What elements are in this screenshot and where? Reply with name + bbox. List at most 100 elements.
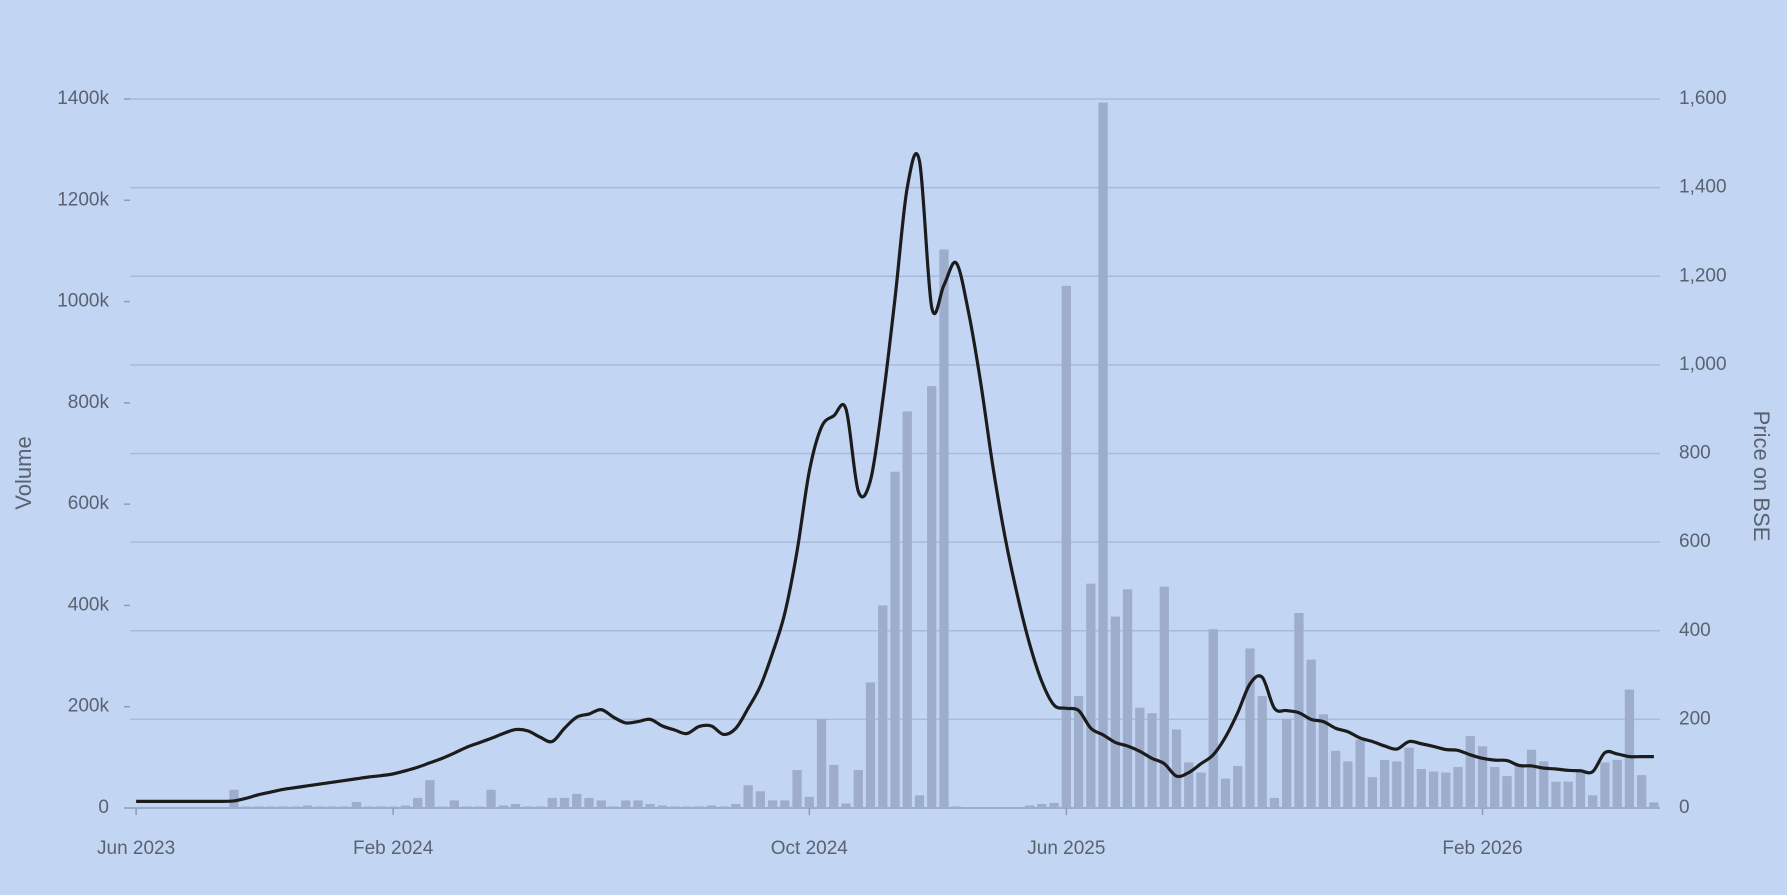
volume-bar — [914, 795, 925, 808]
volume-bar — [1122, 589, 1133, 808]
volume-bar — [1110, 616, 1120, 808]
volume-bar — [1000, 806, 1010, 808]
volume-bar — [743, 785, 753, 808]
volume-bar — [731, 803, 741, 808]
volume-bar — [780, 800, 790, 808]
y2-tick-label: 1,200 — [1679, 265, 1727, 286]
volume-bar — [1612, 759, 1622, 808]
volume-bar — [829, 764, 839, 808]
volume-bar — [1294, 613, 1304, 808]
volume-bar — [510, 803, 521, 808]
volume-bar — [976, 806, 986, 808]
volume-bar — [633, 800, 643, 808]
y2-axis-title: Price on BSE — [1749, 411, 1774, 542]
volume-bar — [1024, 805, 1035, 808]
volume-bar — [1514, 764, 1524, 808]
volume-bar — [1049, 802, 1059, 808]
y-tick-label: 600k — [68, 493, 110, 514]
volume-bar — [1220, 778, 1231, 808]
y-tick-label: 1400k — [57, 88, 109, 109]
volume-bar — [143, 806, 154, 808]
volume-bar — [706, 805, 717, 808]
volume-bar — [437, 806, 447, 808]
volume-bar — [1037, 803, 1047, 808]
volume-bar — [816, 718, 827, 808]
volume-bar — [168, 806, 178, 808]
volume-bar — [572, 793, 582, 808]
y2-tick-label: 200 — [1679, 708, 1711, 729]
volume-bar — [474, 806, 484, 808]
volume-bar — [902, 411, 912, 808]
volume-bar — [988, 806, 998, 808]
x-tick-label: Oct 2024 — [771, 838, 849, 859]
x-tick-label: Jun 2025 — [1027, 838, 1105, 859]
volume-bar — [339, 806, 349, 808]
volume-bar — [584, 797, 594, 808]
volume-bar — [865, 682, 876, 808]
volume-bar — [192, 806, 202, 808]
volume-bar — [412, 797, 423, 808]
volume-bar — [400, 805, 411, 808]
volume-bar — [927, 386, 937, 808]
volume-bar — [204, 806, 215, 808]
volume-bar — [1257, 696, 1267, 808]
volume-bar — [1306, 659, 1316, 808]
volume-bar — [302, 805, 313, 808]
volume-bar — [449, 800, 460, 808]
volume-bar — [608, 806, 619, 808]
y2-tick-label: 600 — [1679, 531, 1711, 552]
volume-bar — [1282, 718, 1292, 808]
volume-bar — [1649, 802, 1659, 808]
volume-bar — [1343, 761, 1353, 808]
volume-bar — [461, 806, 472, 808]
volume-bar — [878, 605, 888, 808]
volume-bar — [1539, 761, 1549, 808]
y2-tick-label: 400 — [1679, 620, 1711, 641]
volume-bar — [376, 806, 386, 808]
volume-bar — [241, 806, 251, 808]
volume-bar — [425, 780, 435, 808]
volume-bar — [682, 806, 692, 808]
volume-bar — [1355, 739, 1365, 808]
volume-bar — [1318, 714, 1329, 808]
volume-bar — [853, 770, 863, 808]
y-tick-label: 0 — [98, 797, 109, 818]
volume-bar — [266, 806, 276, 808]
volume-bar — [1061, 285, 1072, 808]
volume-bar — [278, 806, 288, 808]
volume-bar — [1441, 772, 1451, 808]
volume-bar — [1184, 762, 1194, 808]
volume-bar — [1551, 781, 1561, 808]
volume-bar — [792, 770, 802, 808]
volume-bar — [1159, 586, 1169, 808]
y2-tick-label: 0 — [1679, 797, 1690, 818]
volume-bar — [523, 806, 533, 808]
volume-bar — [1465, 736, 1475, 808]
volume-bar — [364, 806, 374, 808]
volume-bar — [547, 797, 557, 808]
volume-bar — [131, 806, 141, 808]
volume-bar — [535, 806, 545, 808]
volume-bar — [1563, 781, 1573, 808]
volume-bar — [498, 805, 508, 808]
x-tick-label: Feb 2026 — [1442, 838, 1522, 859]
volume-bar — [1012, 806, 1023, 808]
volume-bar — [1208, 629, 1218, 808]
y-tick-label: 1200k — [57, 189, 109, 210]
volume-bar — [670, 806, 680, 808]
volume-bar — [645, 803, 655, 808]
volume-bar — [1526, 749, 1537, 808]
volume-bar — [1392, 761, 1402, 808]
y-tick-label: 400k — [68, 594, 110, 615]
x-tick-label: Jun 2023 — [97, 838, 175, 859]
volume-bar — [657, 805, 668, 808]
volume-bar — [1135, 707, 1145, 808]
volume-bar — [1502, 776, 1512, 808]
y-tick-label: 800k — [68, 392, 110, 413]
volume-bar — [559, 797, 570, 808]
volume-bar — [694, 806, 704, 808]
volume-bar — [1098, 102, 1108, 809]
volume-bar — [1086, 583, 1096, 808]
